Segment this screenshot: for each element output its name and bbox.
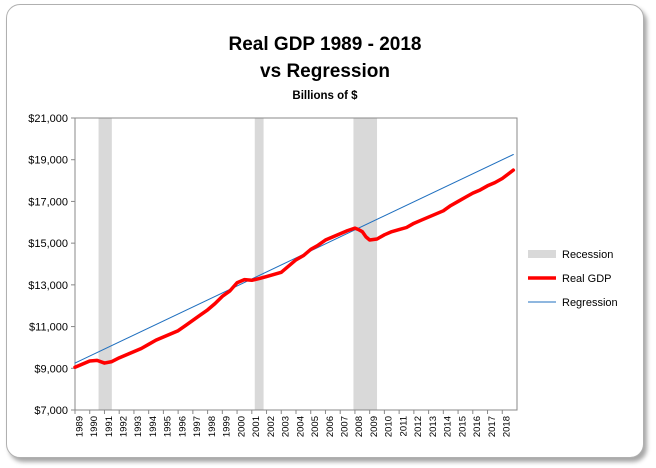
y-tick-label: $17,000 <box>28 196 68 208</box>
series-lines <box>73 154 516 369</box>
x-tick-label: 1994 <box>148 416 159 437</box>
x-tick-label: 2002 <box>266 416 277 437</box>
recession-band-3 <box>353 118 378 410</box>
x-tick-label: 2012 <box>413 416 424 437</box>
x-tick-label: 1991 <box>104 416 115 437</box>
x-tick-label: 2014 <box>443 416 454 437</box>
x-tick-label: 1998 <box>207 416 218 437</box>
y-tick-label: $9,000 <box>34 363 68 375</box>
x-tick-label: 2005 <box>310 416 321 437</box>
recession-band-2 <box>254 118 264 410</box>
x-tick-label: 2015 <box>457 416 468 437</box>
x-tick-label: 2009 <box>369 416 380 437</box>
x-tick-label: 1992 <box>119 416 130 437</box>
x-tick-label: 1993 <box>133 416 144 437</box>
x-tick-label: 2007 <box>340 416 351 437</box>
x-tick-label: 1995 <box>163 416 174 437</box>
x-tick-label: 2010 <box>384 416 395 437</box>
y-tick-label: $13,000 <box>28 280 68 292</box>
y-tick-label: $21,000 <box>28 113 68 125</box>
chart-title-line2: vs Regression <box>260 61 390 82</box>
x-tick-label: 2013 <box>428 416 439 437</box>
y-tick-label: $11,000 <box>29 322 68 334</box>
recession-band-1 <box>98 118 112 410</box>
chart-title: Real GDP 1989 - 2018 <box>229 34 422 55</box>
legend-label-recession: Recession <box>562 249 613 261</box>
x-tick-label: 2001 <box>251 416 262 437</box>
y-axis: $7,000 $9,000 $11,000 $13,000 $15,000 $17,000… <box>28 113 76 417</box>
x-tick-label: 2006 <box>325 416 336 437</box>
y-tick-label: $15,000 <box>28 238 68 250</box>
x-tick-label: 2000 <box>236 416 247 437</box>
x-tick-label: 1997 <box>192 416 203 437</box>
x-axis: 1989 1990 1991 1992 1993 1994 1995 1996 1997 1998… <box>74 409 517 437</box>
legend: Recession Real GDP Regression <box>528 249 618 309</box>
recession-bands <box>98 118 378 410</box>
y-tick-label: $19,000 <box>28 155 68 167</box>
x-tick-label: 2017 <box>487 416 498 437</box>
x-tick-label: 2003 <box>281 416 292 437</box>
real-gdp-line <box>73 168 516 369</box>
x-tick-label: 2016 <box>472 416 483 437</box>
x-tick-label: 2011 <box>398 416 409 436</box>
y-tick-label: $7,000 <box>34 405 68 417</box>
x-tick-label: 2018 <box>502 416 513 437</box>
x-tick-label: 1989 <box>74 416 85 437</box>
legend-label-real-gdp: Real GDP <box>562 273 612 285</box>
regression-line <box>74 154 514 364</box>
legend-swatch-recession <box>528 250 556 258</box>
chart-frame <box>6 4 644 458</box>
x-tick-label: 1996 <box>177 416 188 437</box>
legend-label-regression: Regression <box>562 297 618 309</box>
x-tick-label: 1999 <box>222 416 233 437</box>
x-tick-label: 2004 <box>295 416 306 437</box>
x-tick-label: 1990 <box>89 416 100 437</box>
plot-area-border <box>74 117 518 411</box>
x-tick-label: 2008 <box>354 416 365 437</box>
chart-subtitle: Billions of $ <box>292 90 358 102</box>
